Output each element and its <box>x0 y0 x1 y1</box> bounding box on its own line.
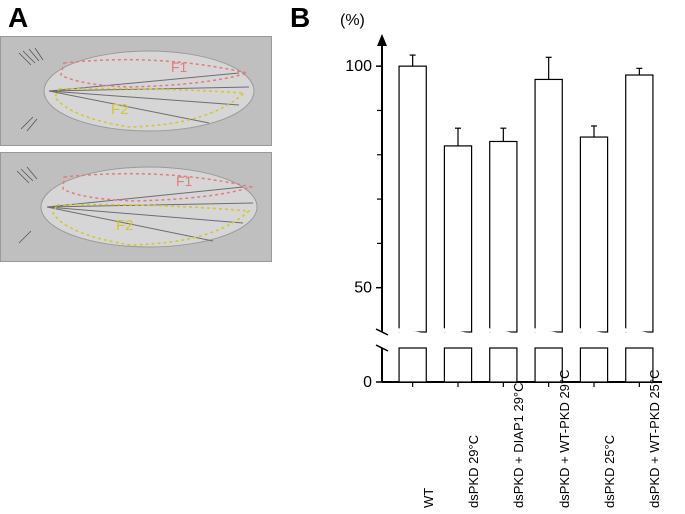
f2-label-bottom: F2 <box>116 217 134 234</box>
bar-chart: 50 100 0 <box>330 22 670 402</box>
x-label: WT <box>421 488 436 508</box>
wing-outline-top <box>9 45 261 137</box>
wing-image-bottom: F1 F2 <box>0 152 272 262</box>
panel-a-label: A <box>8 2 28 34</box>
x-label: dsPKD + WT-PKD 29°C <box>557 370 572 509</box>
panel-b-container: (%) 501000 WTdsPKD 29°CdsPKD + DIAP1 29°… <box>330 12 670 502</box>
x-label: dsPKD 25°C <box>602 435 617 508</box>
svg-text:100: 100 <box>345 58 372 75</box>
x-axis-labels: WTdsPKD 29°CdsPKD + DIAP1 29°CdsPKD + WT… <box>386 404 666 514</box>
f1-label-bottom: F1 <box>176 173 192 189</box>
svg-text:0: 0 <box>363 374 372 391</box>
svg-text:50: 50 <box>354 280 372 297</box>
wing-outline-bottom <box>9 161 261 253</box>
x-label: dsPKD + WT-PKD 25°C <box>647 370 662 509</box>
panel-a-container: F1 F2 F1 F2 <box>0 36 272 268</box>
f2-label-top: F2 <box>111 101 129 118</box>
wing-image-top: F1 F2 <box>0 36 272 146</box>
f1-label-top: F1 <box>171 59 187 75</box>
panel-b-label: B <box>290 2 310 34</box>
x-label: dsPKD 29°C <box>466 435 481 508</box>
x-label: dsPKD + DIAP1 29°C <box>511 382 526 508</box>
